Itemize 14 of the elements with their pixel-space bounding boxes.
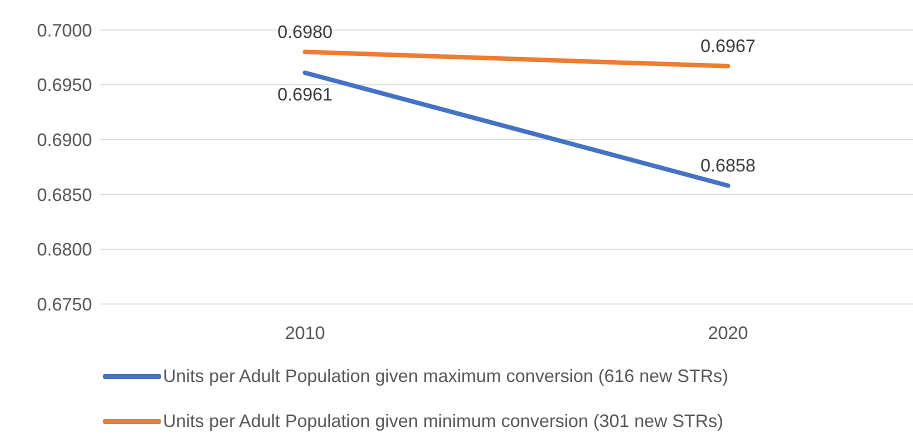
y-tick-label: 0.6850	[36, 184, 92, 205]
y-tick-label: 0.7000	[36, 20, 92, 40]
data-label: 0.6858	[700, 156, 756, 176]
data-label: 0.6980	[277, 22, 333, 42]
data-label: 0.6967	[700, 36, 756, 56]
legend-label: Units per Adult Population given minimum conversion (301 new STRs)	[163, 411, 724, 432]
legend-label: Units per Adult Population given maximum conversion (616 new STRs)	[163, 366, 728, 387]
y-tick-label: 0.6950	[36, 75, 92, 96]
y-tick-label: 0.6900	[36, 130, 92, 150]
x-tick-label: 2020	[708, 322, 748, 343]
y-tick-label: 0.6800	[36, 240, 92, 260]
y-tick-label: 0.6750	[36, 294, 92, 314]
data-label: 0.6961	[277, 84, 333, 105]
x-tick-label: 2010	[284, 322, 326, 343]
